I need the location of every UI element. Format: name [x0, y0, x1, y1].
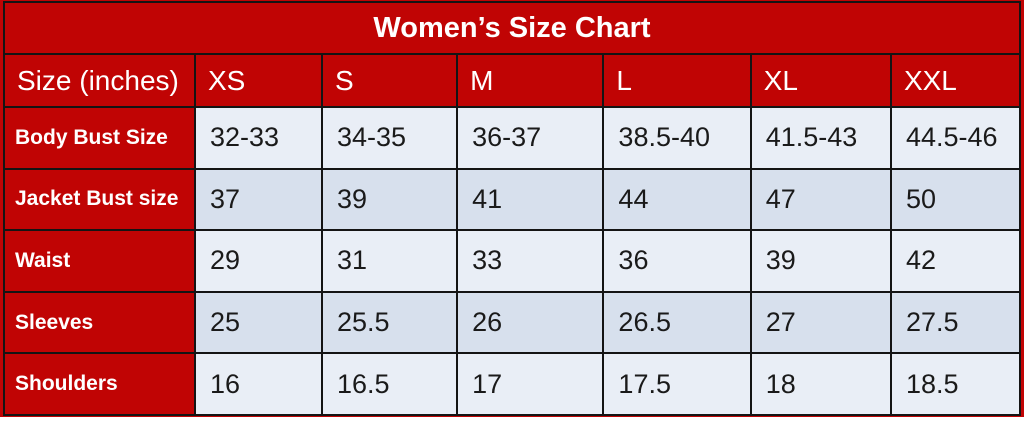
table-row-waist: Waist 29 31 33 36 39 42: [3, 229, 1022, 293]
header-cell-s: S: [320, 53, 459, 108]
bottom-white-strip: [0, 417, 1024, 427]
data-cell: 26.5: [602, 290, 752, 355]
table-row-shoulders: Shoulders 16 16.5 17 17.5 18 18.5: [3, 352, 1022, 416]
header-cell-m: M: [456, 53, 605, 108]
data-cell: 16: [194, 352, 323, 416]
data-cell: 16.5: [320, 352, 459, 416]
data-cell: 39: [320, 167, 459, 232]
data-cell: 44.5-46: [889, 106, 1022, 170]
womens-size-chart-table: Women’s Size Chart Size (inches) XS S M …: [3, 1, 1022, 416]
data-cell: 44: [602, 167, 752, 232]
data-cell: 38.5-40: [602, 106, 752, 170]
data-cell: 29: [194, 229, 323, 293]
title-row: Women’s Size Chart: [3, 1, 1021, 55]
data-cell: 42: [889, 229, 1022, 293]
header-cell-size-inches: Size (inches): [3, 53, 196, 108]
row-label: Sleeves: [3, 290, 196, 355]
data-cell: 31: [320, 229, 459, 293]
data-cell: 25.5: [320, 290, 459, 355]
header-cell-xl: XL: [749, 53, 892, 108]
data-cell: 36-37: [456, 106, 605, 170]
table-row-body-bust: Body Bust Size 32-33 34-35 36-37 38.5-40…: [3, 106, 1022, 170]
row-label: Waist: [3, 229, 196, 293]
row-label: Body Bust Size: [3, 106, 196, 170]
data-cell: 32-33: [194, 106, 323, 170]
data-cell: 39: [749, 229, 892, 293]
data-cell: 41.5-43: [749, 106, 892, 170]
data-cell: 36: [602, 229, 752, 293]
data-cell: 37: [194, 167, 323, 232]
data-cell: 50: [889, 167, 1022, 232]
data-cell: 18: [749, 352, 892, 416]
table-row-sleeves: Sleeves 25 25.5 26 26.5 27 27.5: [3, 290, 1022, 355]
table-row-jacket-bust: Jacket Bust size 37 39 41 44 47 50: [3, 167, 1022, 232]
row-label: Shoulders: [3, 352, 196, 416]
data-cell: 25: [194, 290, 323, 355]
data-cell: 17: [456, 352, 605, 416]
header-row: Size (inches) XS S M L XL XXL: [3, 53, 1022, 108]
data-cell: 27: [749, 290, 892, 355]
header-cell-xxl: XXL: [889, 53, 1022, 108]
chart-title: Women’s Size Chart: [3, 1, 1021, 55]
data-cell: 47: [749, 167, 892, 232]
header-cell-l: L: [602, 53, 752, 108]
data-cell: 33: [456, 229, 605, 293]
data-cell: 41: [456, 167, 605, 232]
header-cell-xs: XS: [194, 53, 323, 108]
data-cell: 34-35: [320, 106, 459, 170]
data-cell: 18.5: [889, 352, 1022, 416]
data-cell: 27.5: [889, 290, 1022, 355]
data-cell: 17.5: [602, 352, 752, 416]
data-cell: 26: [456, 290, 605, 355]
row-label: Jacket Bust size: [3, 167, 196, 232]
red-background-board: Women’s Size Chart Size (inches) XS S M …: [0, 0, 1024, 417]
